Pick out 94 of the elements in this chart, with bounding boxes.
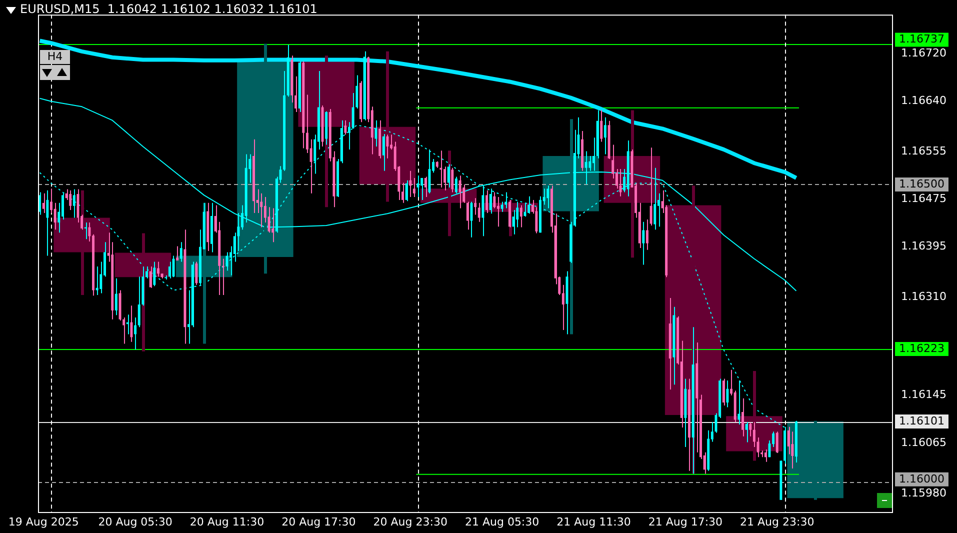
x-tick-label: 20 Aug 23:30 bbox=[373, 515, 448, 528]
candlestick bbox=[741, 398, 744, 437]
x-tick-label: 21 Aug 23:30 bbox=[740, 515, 814, 528]
candlestick bbox=[470, 201, 473, 238]
y-tick-label: 1.16395 bbox=[901, 240, 946, 253]
candlestick bbox=[458, 175, 462, 209]
candlestick bbox=[46, 190, 49, 256]
candlestick bbox=[54, 202, 56, 230]
y-tick-label: 1.16640 bbox=[901, 94, 946, 108]
candlestick bbox=[134, 317, 137, 350]
candlestick bbox=[226, 252, 228, 272]
candlestick bbox=[524, 202, 526, 218]
chart-title: EURUSD,M15 1.16042 1.16102 1.16032 1.16101 bbox=[20, 2, 318, 17]
x-tick-label: 21 Aug 05:30 bbox=[464, 515, 540, 528]
candlestick bbox=[752, 422, 756, 448]
y-tick-label: 1.16475 bbox=[901, 192, 946, 206]
ref-line-label: 1.16101 bbox=[899, 414, 944, 428]
candlestick bbox=[180, 242, 182, 262]
candlestick bbox=[176, 246, 179, 262]
candlestick bbox=[412, 177, 416, 198]
candlestick bbox=[764, 448, 767, 462]
candlestick bbox=[520, 204, 522, 228]
y-tick-label: 1.15980 bbox=[901, 486, 946, 500]
candlestick bbox=[496, 196, 500, 228]
candlestick bbox=[791, 431, 794, 469]
candlestick bbox=[500, 201, 504, 212]
candlestick bbox=[409, 170, 412, 198]
candlestick bbox=[493, 192, 496, 209]
candlestick bbox=[504, 192, 508, 209]
ref-line-label: 1.16000 bbox=[899, 472, 944, 486]
candlestick bbox=[745, 422, 748, 443]
candlestick bbox=[776, 431, 778, 454]
candlestick bbox=[386, 134, 389, 159]
candlestick bbox=[72, 188, 76, 218]
candlestick bbox=[584, 150, 588, 185]
candlestick bbox=[756, 437, 760, 458]
ref-line-label: 1.16737 bbox=[899, 32, 944, 46]
candlestick bbox=[138, 276, 140, 328]
candlestick bbox=[344, 120, 347, 136]
y-tick-label: 1.16065 bbox=[901, 436, 946, 449]
candlestick bbox=[424, 176, 427, 198]
candlestick bbox=[726, 380, 729, 408]
y-tick-label: 1.16555 bbox=[901, 144, 946, 158]
candlestick bbox=[195, 261, 198, 286]
candlestick bbox=[654, 167, 656, 230]
ref-line-label: 1.16500 bbox=[899, 177, 944, 190]
annotation: H4 bbox=[40, 50, 70, 64]
candlestick bbox=[546, 185, 550, 209]
x-tick-label: 19 Aug 2025 bbox=[8, 515, 79, 528]
candlestick bbox=[642, 221, 645, 266]
candlestick bbox=[260, 192, 263, 228]
x-tick-label: 20 Aug 17:30 bbox=[282, 515, 356, 528]
candlestick bbox=[42, 192, 45, 214]
candlestick bbox=[222, 258, 224, 296]
candlestick bbox=[149, 266, 152, 288]
candlestick bbox=[486, 190, 488, 214]
x-tick-label: 21 Aug 17:30 bbox=[648, 515, 723, 528]
candlestick bbox=[474, 198, 477, 216]
candlestick bbox=[619, 168, 622, 197]
candlestick bbox=[646, 219, 648, 250]
candlestick bbox=[650, 147, 652, 226]
candlestick bbox=[451, 167, 454, 193]
candlestick bbox=[405, 180, 408, 202]
candlestick bbox=[478, 202, 480, 222]
candlestick bbox=[168, 261, 171, 279]
candlestick bbox=[482, 185, 484, 237]
ref-line-label: 1.16223 bbox=[899, 342, 944, 355]
candlestick bbox=[420, 177, 424, 200]
candlestick bbox=[447, 164, 450, 188]
candlestick bbox=[528, 196, 530, 214]
y-tick-label: 1.16720 bbox=[901, 46, 946, 60]
y-tick-label: 1.16145 bbox=[901, 388, 946, 402]
candlestick bbox=[738, 380, 740, 425]
candlestick bbox=[489, 188, 492, 214]
x-tick-label: 20 Aug 11:30 bbox=[190, 515, 264, 528]
candlestick bbox=[749, 422, 752, 437]
candlestick bbox=[787, 426, 790, 455]
candlestick bbox=[272, 208, 274, 243]
y-tick-label: 1.16310 bbox=[901, 290, 946, 304]
candlestick bbox=[130, 305, 133, 342]
x-tick-label: 20 Aug 05:30 bbox=[98, 515, 172, 528]
candlestick bbox=[600, 110, 603, 142]
candlestick bbox=[454, 176, 458, 194]
candlestick bbox=[466, 201, 469, 230]
candlestick bbox=[512, 210, 515, 235]
x-tick-label: 21 Aug 11:30 bbox=[556, 515, 631, 528]
candlestick bbox=[382, 134, 385, 172]
candlestick bbox=[114, 278, 118, 316]
candlestick bbox=[604, 116, 606, 155]
candlestick bbox=[428, 148, 431, 194]
candlestick bbox=[69, 190, 72, 211]
candlestick bbox=[156, 261, 160, 278]
candlestick bbox=[153, 261, 156, 287]
candlestick bbox=[722, 378, 725, 406]
